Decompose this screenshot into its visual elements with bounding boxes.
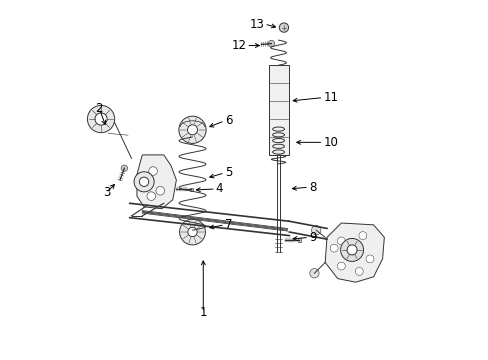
Text: 9: 9 — [308, 231, 316, 244]
Circle shape — [121, 165, 127, 171]
Circle shape — [346, 245, 356, 255]
FancyBboxPatch shape — [268, 65, 288, 155]
Polygon shape — [325, 223, 384, 282]
Circle shape — [337, 237, 345, 245]
Circle shape — [340, 238, 363, 261]
Circle shape — [95, 113, 107, 125]
Text: 1: 1 — [199, 306, 206, 319]
Circle shape — [134, 172, 154, 192]
Circle shape — [187, 227, 197, 237]
Circle shape — [311, 226, 320, 235]
FancyBboxPatch shape — [297, 238, 301, 242]
Circle shape — [366, 255, 373, 263]
Circle shape — [337, 262, 345, 270]
Text: 10: 10 — [323, 136, 338, 149]
Circle shape — [329, 244, 337, 252]
Text: 12: 12 — [231, 39, 246, 52]
Text: 3: 3 — [102, 186, 110, 199]
Circle shape — [279, 23, 288, 32]
Text: 11: 11 — [323, 91, 338, 104]
FancyBboxPatch shape — [189, 188, 193, 191]
Circle shape — [179, 219, 205, 245]
Circle shape — [187, 125, 197, 135]
Circle shape — [147, 192, 155, 201]
Circle shape — [267, 40, 274, 47]
Polygon shape — [137, 155, 176, 209]
Circle shape — [156, 186, 164, 195]
Text: 13: 13 — [249, 18, 264, 31]
Text: 2: 2 — [95, 102, 103, 115]
Circle shape — [355, 267, 363, 275]
Circle shape — [139, 177, 148, 186]
Text: 7: 7 — [224, 218, 232, 231]
Circle shape — [148, 167, 157, 175]
Text: 4: 4 — [215, 183, 223, 195]
Circle shape — [358, 231, 366, 239]
Text: 5: 5 — [224, 166, 232, 179]
Circle shape — [179, 116, 206, 143]
Text: 8: 8 — [308, 181, 316, 194]
Text: 6: 6 — [224, 114, 232, 127]
Circle shape — [309, 269, 319, 278]
Circle shape — [87, 105, 115, 133]
